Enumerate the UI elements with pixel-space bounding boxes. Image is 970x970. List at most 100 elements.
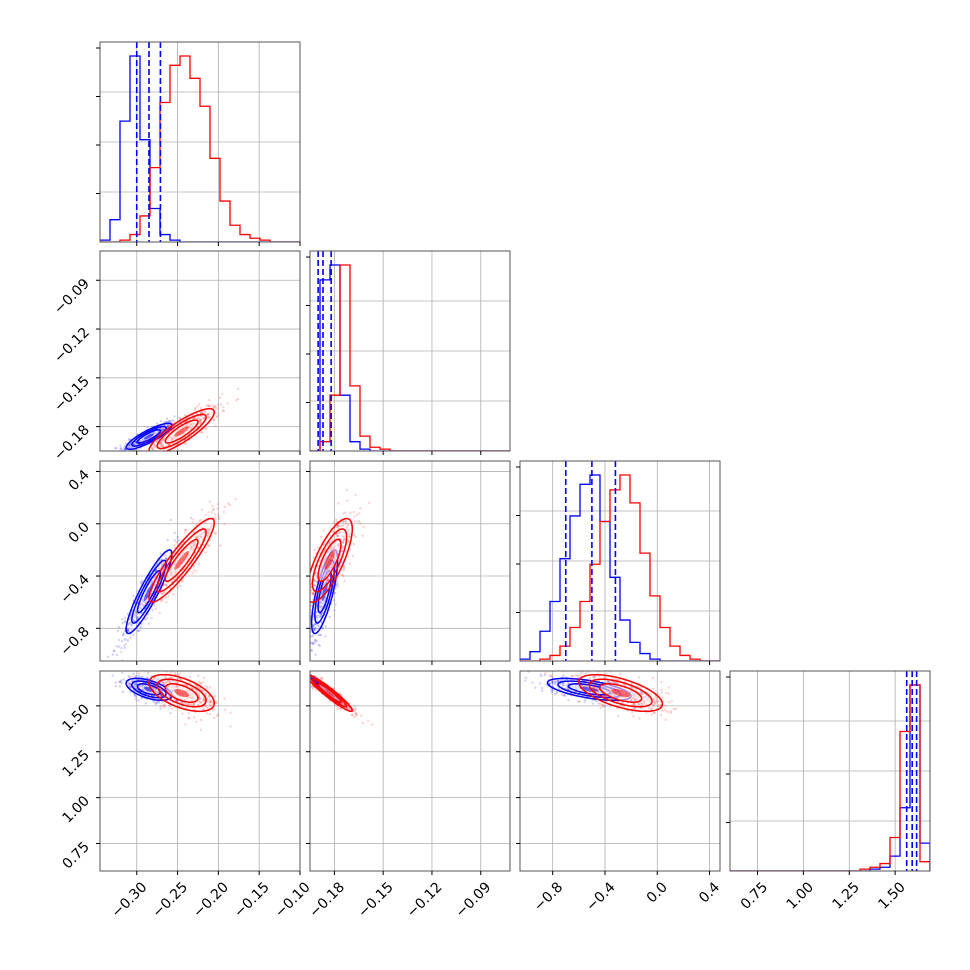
scatter-point <box>570 694 573 697</box>
scatter-point <box>133 693 137 697</box>
panel-frame <box>99 250 301 452</box>
scatter-point <box>169 705 172 708</box>
scatter-point <box>562 674 565 677</box>
scatter-point <box>173 671 177 675</box>
scatter-point <box>312 591 315 595</box>
scatter-point <box>161 681 165 684</box>
scatter-point <box>342 539 345 543</box>
scatter-point <box>149 436 152 439</box>
scatter-point <box>151 447 154 451</box>
scatter-point <box>313 594 317 598</box>
scatter-point <box>140 611 144 615</box>
scatter-point <box>153 604 156 607</box>
scatter-point <box>181 701 185 705</box>
scatter-point <box>187 717 190 720</box>
scatter-point <box>180 678 183 681</box>
scatter-point <box>181 712 184 715</box>
scatter-point <box>165 601 168 604</box>
density-contour <box>156 678 207 708</box>
scatter-point <box>517 681 519 683</box>
scatter-point <box>161 683 165 686</box>
scatter-point <box>617 714 620 718</box>
scatter-point <box>202 708 206 711</box>
scatter-point <box>133 619 136 622</box>
scatter-point <box>307 673 309 675</box>
scatter-point <box>132 633 135 637</box>
scatter-point <box>153 680 156 684</box>
scatter-point <box>159 685 162 688</box>
scatter-point <box>144 618 147 621</box>
scatter-point <box>209 525 213 528</box>
scatter-point <box>641 699 645 702</box>
scatter-point <box>216 714 219 717</box>
scatter-point <box>358 519 361 523</box>
scatter-point <box>114 684 118 688</box>
scatter-point <box>191 687 195 691</box>
scatter-point <box>213 406 216 409</box>
scatter-point <box>217 517 221 521</box>
scatter-point <box>212 716 216 720</box>
scatter-point <box>115 446 118 450</box>
scatter-point <box>155 678 159 682</box>
scatter-point <box>304 608 306 610</box>
scatter-point <box>318 614 321 618</box>
scatter-point <box>195 536 198 539</box>
scatter-point <box>344 520 348 523</box>
scatter-point <box>333 591 336 595</box>
scatter-point <box>325 580 328 583</box>
scatter-point <box>124 442 127 445</box>
scatter-point <box>603 704 606 708</box>
scatter-point <box>164 596 168 599</box>
scatter-point <box>305 677 307 679</box>
scatter-point <box>607 681 610 684</box>
scatter-point <box>353 708 357 712</box>
scatter-point <box>293 635 295 637</box>
scatter-point <box>119 680 122 683</box>
scatter-point <box>134 609 137 613</box>
scatter-point <box>154 607 157 610</box>
scatter-point <box>165 557 168 560</box>
scatter-point <box>176 666 178 668</box>
scatter-point <box>150 447 154 450</box>
scatter-point <box>206 435 209 439</box>
scatter-point <box>210 511 213 514</box>
scatter-point <box>324 635 327 638</box>
scatter-point <box>595 681 599 684</box>
scatter-point <box>160 582 163 585</box>
scatter-point <box>534 686 537 689</box>
scatter-point <box>211 701 214 705</box>
scatter-point <box>197 695 201 698</box>
scatter-point <box>172 420 176 423</box>
scatter-point <box>140 580 143 583</box>
scatter-point <box>198 535 202 539</box>
scatter-point <box>162 452 164 454</box>
scatter-point <box>137 629 140 633</box>
density-core <box>174 426 189 437</box>
scatter-point <box>126 612 130 616</box>
scatter-point <box>121 633 124 636</box>
scatter-point <box>151 598 154 602</box>
scatter-point <box>312 592 316 595</box>
scatter-point <box>604 694 607 698</box>
scatter-point <box>355 513 359 517</box>
scatter-point <box>137 699 140 702</box>
scatter-point <box>200 700 203 704</box>
scatter-point <box>353 533 356 537</box>
panel-frame <box>309 670 511 872</box>
scatter-point <box>637 702 641 706</box>
scatter-point <box>159 552 162 555</box>
scatter-point <box>305 680 307 682</box>
scatter-point <box>164 679 167 683</box>
scatter-point <box>226 402 229 405</box>
scatter-point <box>163 420 166 424</box>
scatter-point <box>567 698 570 702</box>
scatter-point <box>596 689 599 692</box>
scatter-point <box>138 672 141 675</box>
scatter-point <box>111 653 114 656</box>
scatter-point <box>553 683 557 686</box>
scatter-point <box>335 520 338 523</box>
scatter-point <box>184 723 187 726</box>
scatter-point <box>315 640 318 643</box>
